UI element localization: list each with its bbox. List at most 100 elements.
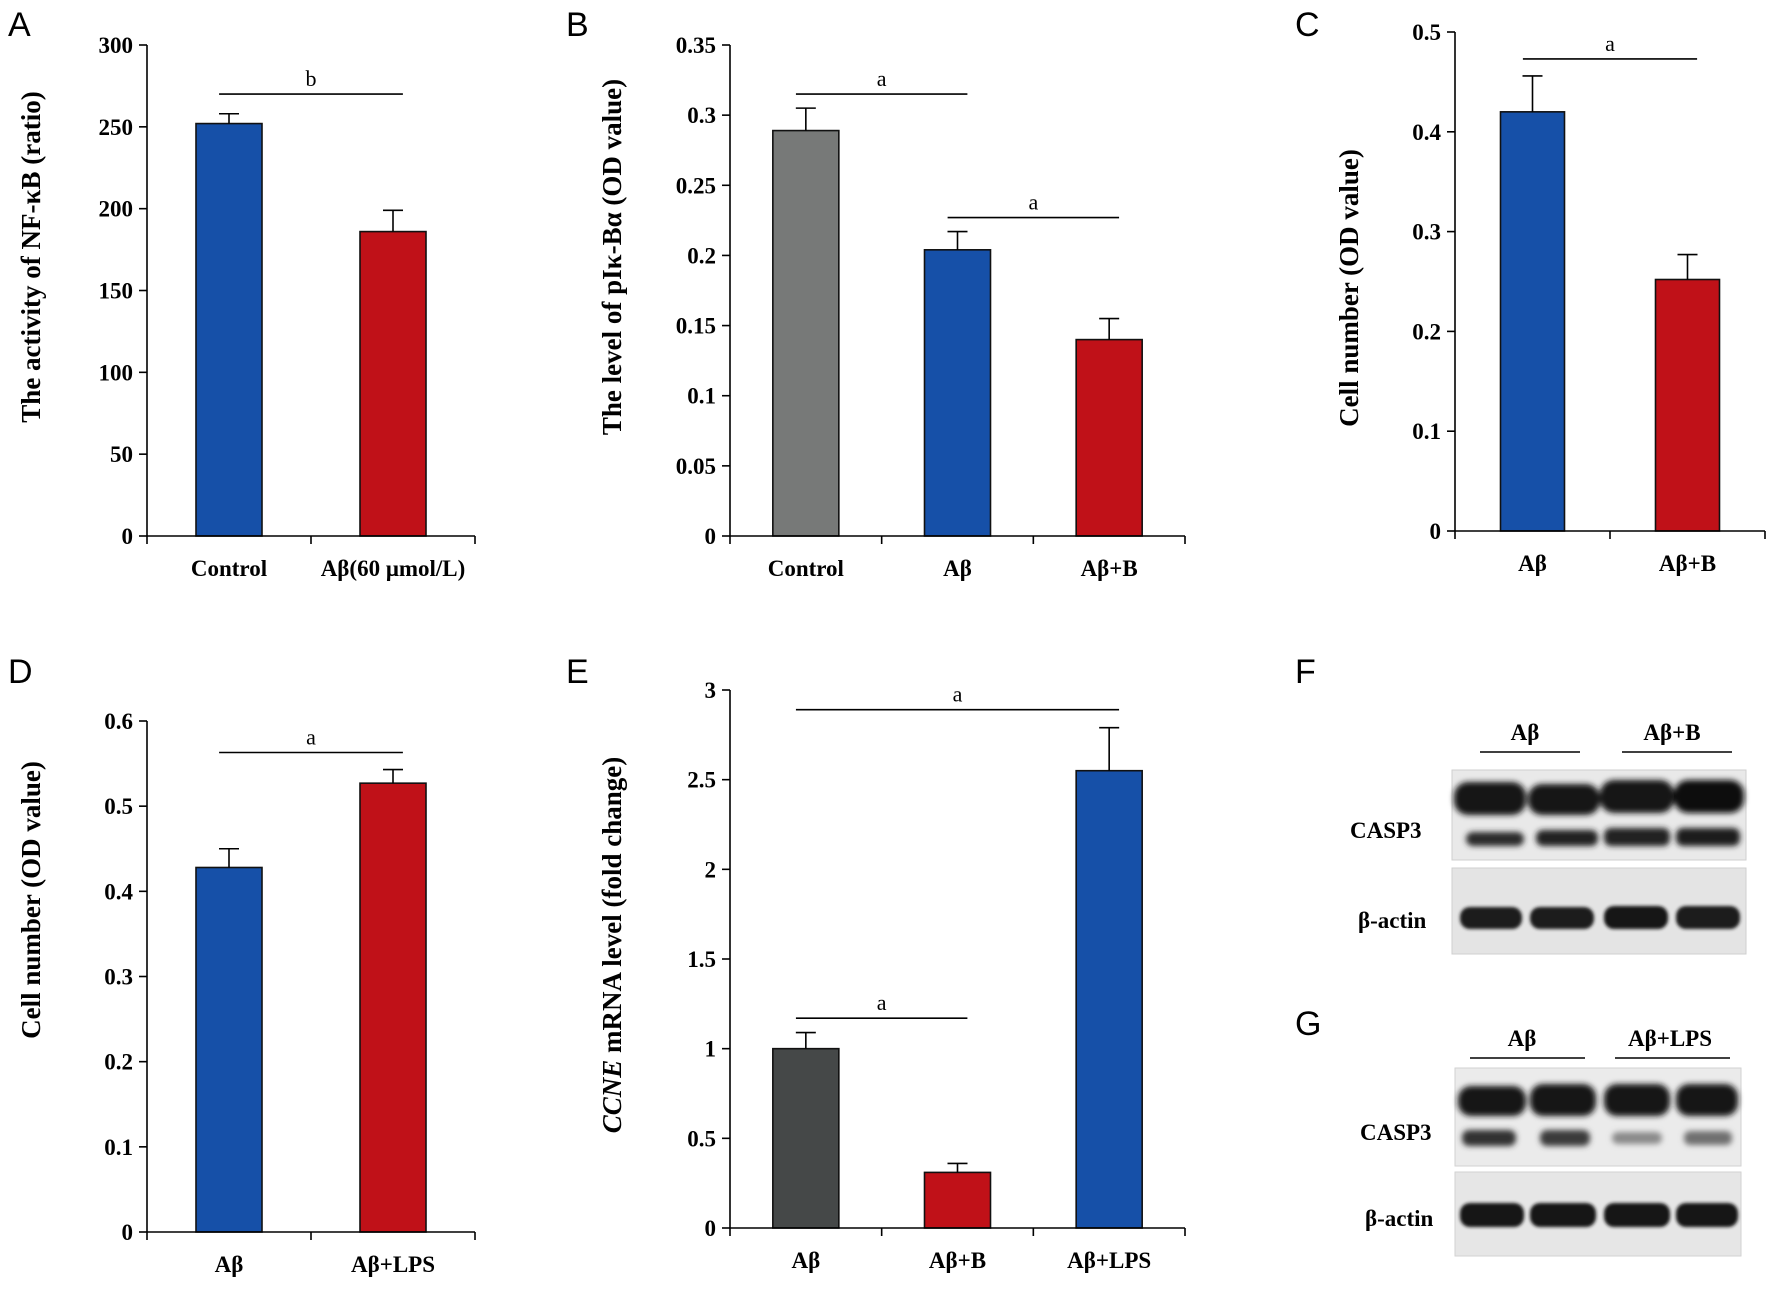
- bar: [923, 1171, 992, 1229]
- bar: [359, 230, 427, 537]
- panel-letter-e: E: [566, 653, 589, 691]
- y-axis-label: The activity of NF-κB (ratio): [16, 91, 46, 422]
- y-tick-label: 0.3: [687, 103, 716, 128]
- y-tick-label: 0.3: [104, 965, 133, 990]
- band: [1612, 1132, 1662, 1144]
- band-row-upper: [1458, 1084, 1738, 1116]
- y-axis-label: Cell number (OD value): [1334, 149, 1364, 427]
- band: [1536, 830, 1598, 846]
- y-tick-label: 1.5: [687, 947, 716, 972]
- y-axis-ticks: 0 0.1 0.2 0.3 0.4 0.5: [1412, 20, 1455, 544]
- panel-letter-a: A: [8, 6, 31, 44]
- y-tick-label: 0.3: [1412, 220, 1441, 245]
- x-category-label: Aβ: [791, 1248, 820, 1273]
- casp3-blot: [1451, 769, 1747, 861]
- panel-letter-f: F: [1295, 653, 1316, 691]
- band: [1466, 832, 1524, 846]
- band-row-lower: [1466, 828, 1740, 846]
- band-row: [1460, 906, 1740, 929]
- y-axis-ticks: 0 0.1 0.2 0.3 0.4 0.5 0.6: [104, 709, 147, 1245]
- bar: [772, 1047, 840, 1229]
- band: [1604, 1203, 1670, 1227]
- bar: [195, 122, 263, 537]
- x-category-label: Aβ+LPS: [351, 1252, 435, 1277]
- bar: [1499, 111, 1566, 532]
- blot-group-label: Aβ: [1511, 720, 1540, 745]
- significance-label: b: [306, 66, 317, 91]
- y-axis-ticks: 0 50 100 150 200 250 300: [99, 33, 147, 549]
- x-category-label: Control: [768, 556, 844, 581]
- y-tick-label: 0.2: [687, 243, 716, 268]
- x-category-label: Aβ: [943, 556, 972, 581]
- blot-group-label: Aβ: [1508, 1026, 1537, 1051]
- x-category-label: Aβ+B: [929, 1248, 986, 1273]
- band: [1684, 1131, 1732, 1145]
- y-tick-label: 0.5: [687, 1126, 716, 1151]
- category-labels: Aβ Aβ+B Aβ+LPS: [729, 1228, 1186, 1273]
- y-axis-ticks: 0 0.5 1 1.5 2 2.5 3: [687, 678, 730, 1241]
- y-tick-label: 0: [122, 524, 134, 549]
- bar: [1654, 278, 1721, 532]
- panel-g-western-blot: G Aβ Aβ+LPS CASP3: [1295, 1005, 1742, 1257]
- bars: [195, 782, 427, 1233]
- error-bars: [795, 107, 1120, 340]
- panel-d-chart: D Cell number (OD value) 0 0.1 0.2 0.3 0.4 0.…: [8, 653, 476, 1277]
- blot-group-label: Aβ+B: [1643, 720, 1700, 745]
- y-axis-label: The level of pIκ-Bα (OD value): [597, 79, 627, 435]
- y-tick-label: 300: [99, 33, 134, 58]
- category-labels: Control Aβ Aβ+B: [729, 536, 1186, 581]
- y-tick-label: 0.2: [1412, 319, 1441, 344]
- y-tick-label: 0: [705, 524, 717, 549]
- band-row: [1460, 1203, 1738, 1227]
- x-category-label: Aβ+B: [1081, 556, 1138, 581]
- category-labels: Aβ Aβ+LPS: [146, 1232, 476, 1277]
- y-tick-label: 50: [110, 442, 133, 467]
- significance-label: a: [953, 682, 963, 707]
- band: [1676, 1084, 1738, 1116]
- significance-markers: aa: [795, 682, 1120, 1019]
- y-tick-label: 0.35: [676, 33, 716, 58]
- panel-b-chart: B The level of pIκ-Bα (OD value) 0 0.05 0.…: [566, 6, 1186, 581]
- bar: [1075, 769, 1143, 1229]
- y-tick-label: 200: [99, 197, 134, 222]
- category-labels: Control Aβ(60 μmol/L): [146, 536, 476, 581]
- band: [1600, 780, 1674, 813]
- category-labels: Aβ Aβ+B: [1454, 531, 1766, 576]
- band: [1676, 906, 1740, 929]
- y-tick-label: 2: [705, 857, 717, 882]
- x-category-label: Aβ: [215, 1252, 244, 1277]
- y-tick-label: 0.25: [676, 173, 716, 198]
- panel-c-chart: C Cell number (OD value) 0 0.1 0.2 0.3 0.4 0.…: [1295, 6, 1766, 576]
- blot-group-label: Aβ+LPS: [1628, 1026, 1712, 1051]
- x-category-label: Aβ+B: [1659, 551, 1716, 576]
- bars: [1499, 111, 1721, 532]
- y-tick-label: 0.15: [676, 314, 716, 339]
- y-tick-label: 3: [705, 678, 717, 703]
- significance-markers: a: [1522, 31, 1698, 60]
- y-tick-label: 0.1: [1412, 419, 1441, 444]
- bars: [195, 122, 427, 537]
- y-tick-label: 2.5: [687, 768, 716, 793]
- y-axis-label-italic: CCNE: [597, 1060, 627, 1134]
- error-bars: [1522, 75, 1698, 280]
- y-axis-label-text: mRNA level (fold change): [597, 757, 627, 1053]
- beta-actin-blot: [1454, 1171, 1742, 1257]
- casp3-blot: [1454, 1067, 1742, 1167]
- bar: [923, 249, 992, 537]
- blot-row-label: CASP3: [1360, 1120, 1432, 1145]
- significance-label: a: [877, 990, 887, 1015]
- band: [1458, 1086, 1526, 1116]
- significance-label: a: [306, 725, 316, 750]
- band: [1460, 1203, 1524, 1227]
- panel-letter-c: C: [1295, 6, 1320, 44]
- y-tick-label: 0.4: [104, 879, 133, 904]
- band: [1454, 782, 1526, 815]
- band-row-upper: [1454, 780, 1744, 815]
- blot-row-label: CASP3: [1350, 818, 1422, 843]
- band: [1530, 907, 1594, 929]
- y-axis-label-text: Cell number (OD value): [1334, 149, 1364, 427]
- y-tick-label: 0.05: [676, 454, 716, 479]
- y-tick-label: 0.1: [687, 384, 716, 409]
- bar: [195, 866, 263, 1233]
- y-tick-label: 0.5: [104, 794, 133, 819]
